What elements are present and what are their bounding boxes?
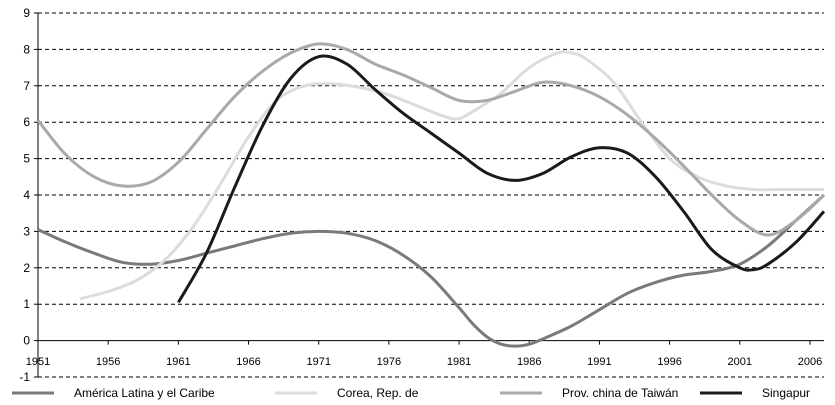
y-tick-label: 9 [23, 6, 30, 20]
x-tick-label: 1971 [306, 356, 330, 368]
x-tick-label: 1966 [236, 356, 260, 368]
y-tick-label: 5 [23, 152, 30, 166]
y-tick-labels: -1 0 1 2 3 4 5 6 7 8 9 [19, 6, 30, 384]
legend: América Latina y el Caribe Corea, Rep. de… [12, 386, 810, 400]
legend-label: Singapur [762, 386, 810, 400]
gridlines [38, 12, 824, 378]
legend-label: Corea, Rep. de [337, 386, 419, 400]
y-tick-label: 0 [23, 334, 30, 348]
x-tick-labels: 1951 1956 1961 1966 1971 1976 1981 1986 1991 1996… [26, 356, 822, 368]
series-line-corea [79, 50, 824, 301]
series-line-taiwan [36, 42, 826, 237]
legend-label: América Latina y el Caribe [74, 386, 215, 400]
series-lines [36, 42, 826, 348]
y-tick-label: 8 [23, 42, 30, 56]
y-tick-label: -1 [19, 370, 30, 384]
x-tick-label: 2006 [798, 356, 822, 368]
x-tick-label: 1996 [657, 356, 681, 368]
series-line-america-latina [37, 193, 825, 348]
legend-item-singapur: Singapur [700, 386, 810, 400]
y-tick-label: 3 [23, 224, 30, 238]
x-tick-label: 1981 [447, 356, 471, 368]
x-tick-label: 1986 [517, 356, 541, 368]
x-tick-label: 1956 [96, 356, 120, 368]
axes [34, 12, 824, 378]
legend-item-america-latina: América Latina y el Caribe [12, 386, 215, 400]
series-line-singapur [177, 54, 826, 304]
y-tick-label: 1 [23, 297, 30, 311]
legend-label: Prov. china de Taiwán [562, 386, 678, 400]
x-tick-label: 1951 [26, 356, 50, 368]
y-tick-label: 4 [23, 188, 30, 202]
x-tick-label: 1976 [377, 356, 401, 368]
y-tick-label: 7 [23, 79, 30, 93]
legend-item-taiwan: Prov. china de Taiwán [500, 386, 678, 400]
y-tick-label: 6 [23, 115, 30, 129]
y-tick-label: 2 [23, 261, 30, 275]
x-tick-label: 2001 [728, 356, 752, 368]
x-tick-label: 1961 [166, 356, 190, 368]
x-tick-label: 1991 [587, 356, 611, 368]
legend-item-corea: Corea, Rep. de [275, 386, 419, 400]
